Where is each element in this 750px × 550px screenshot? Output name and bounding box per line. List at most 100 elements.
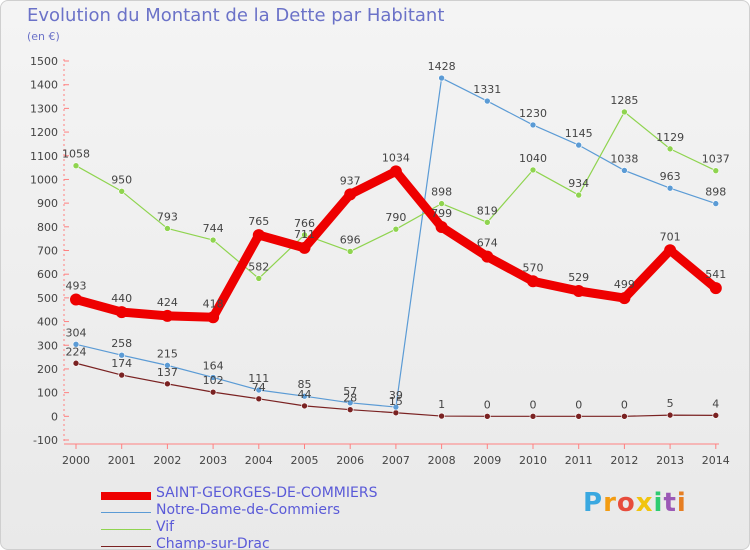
series-point-0 — [435, 221, 448, 234]
data-label-3: 0 — [621, 398, 628, 411]
series-point-1 — [483, 97, 491, 105]
x-tick-label: 2004 — [245, 454, 273, 467]
data-label-2: 819 — [477, 204, 498, 217]
data-label-2: 696 — [340, 233, 361, 246]
data-label-3: 15 — [389, 395, 403, 408]
data-label-3: 44 — [298, 388, 312, 401]
data-label-1: 1145 — [565, 127, 593, 140]
series-point-0 — [344, 188, 357, 201]
series-point-2 — [621, 108, 628, 116]
x-tick-label: 2002 — [153, 454, 181, 467]
series-point-3 — [575, 413, 583, 420]
data-label-2: 1058 — [62, 148, 90, 161]
series-point-2 — [301, 231, 308, 239]
data-label-3: 224 — [66, 345, 87, 358]
data-label-3: 0 — [575, 398, 582, 411]
brand-logo: Proxiti — [583, 488, 687, 518]
legend-item-notre-dame: Notre-Dame-de-Commiers — [101, 502, 521, 522]
y-tick-label: 800 — [37, 221, 58, 234]
series-point-2 — [529, 166, 537, 174]
series-point-2 — [346, 248, 354, 255]
series-point-3 — [392, 409, 400, 417]
series-point-0 — [115, 306, 128, 319]
y-tick-label: 1300 — [30, 102, 58, 115]
series-point-0 — [252, 229, 265, 242]
y-tick-label: 500 — [37, 292, 58, 305]
series-point-0 — [481, 250, 494, 263]
data-label-3: 28 — [343, 392, 357, 405]
data-label-2: 744 — [203, 222, 224, 235]
data-label-1: 258 — [111, 337, 132, 350]
series-point-0 — [618, 292, 631, 305]
data-label-0: 418 — [203, 297, 224, 310]
series-point-3 — [301, 402, 308, 410]
series-point-2 — [392, 225, 400, 233]
data-label-2: 766 — [294, 217, 315, 230]
data-label-2: 1285 — [610, 94, 638, 107]
series-point-3 — [346, 406, 354, 413]
legend-label-champ-sur-drac: Champ-sur-Drac — [156, 536, 270, 550]
data-label-0: 765 — [248, 215, 269, 228]
data-label-0: 570 — [523, 261, 544, 274]
y-tick-label: 900 — [37, 197, 58, 210]
series-point-1 — [72, 341, 80, 348]
series-point-2 — [164, 225, 171, 232]
legend-swatch-notre-dame — [101, 512, 151, 513]
legend-label-vif: Vif — [156, 519, 175, 535]
series-point-2 — [666, 145, 674, 153]
y-tick-label: 1100 — [30, 150, 58, 163]
data-label-3: 0 — [530, 398, 537, 411]
x-tick-label: 2000 — [62, 454, 90, 467]
series-point-1 — [164, 362, 171, 369]
brand-letter: x — [635, 488, 654, 518]
series-point-3 — [255, 395, 263, 403]
series-point-1 — [529, 121, 537, 129]
x-tick-label: 2013 — [656, 454, 684, 467]
y-tick-label: 1400 — [30, 79, 58, 92]
data-label-0: 493 — [66, 280, 87, 293]
series-point-1 — [346, 399, 354, 407]
data-label-0: 1034 — [382, 151, 410, 164]
x-tick-label: 2007 — [382, 454, 410, 467]
data-label-1: 1230 — [519, 107, 547, 120]
y-tick-label: 1000 — [30, 173, 58, 186]
series-point-0 — [572, 285, 585, 298]
data-label-2: 1037 — [702, 153, 730, 166]
x-tick-label: 2011 — [565, 454, 593, 467]
data-label-2: 1129 — [656, 131, 684, 144]
data-label-1: 215 — [157, 347, 178, 360]
brand-letter: o — [616, 488, 636, 518]
series-point-3 — [72, 359, 80, 367]
series-point-2 — [118, 187, 125, 195]
y-tick-label: 700 — [37, 245, 58, 258]
data-label-3: 5 — [667, 397, 674, 410]
legend-label-notre-dame: Notre-Dame-de-Commiers — [156, 502, 341, 518]
series-point-0 — [161, 309, 174, 322]
data-label-3: 174 — [111, 357, 132, 370]
brand-letter: i — [653, 488, 664, 518]
series-point-0 — [70, 293, 82, 306]
x-tick-label: 2014 — [702, 454, 730, 467]
y-tick-label: 200 — [37, 363, 58, 376]
data-label-3: 74 — [252, 381, 266, 394]
data-label-2: 950 — [111, 173, 132, 186]
series-point-3 — [621, 413, 628, 420]
series-point-3 — [209, 388, 217, 396]
brand-letter: r — [603, 488, 617, 518]
series-point-2 — [72, 162, 80, 169]
series-line-2 — [75, 111, 717, 280]
data-label-2: 793 — [157, 210, 178, 223]
series-point-2 — [575, 191, 583, 199]
series-point-0 — [709, 282, 722, 295]
series-point-3 — [666, 411, 674, 419]
series-point-1 — [392, 403, 400, 411]
x-tick-label: 2008 — [428, 454, 456, 467]
data-label-1: 898 — [705, 186, 726, 199]
series-point-3 — [712, 412, 720, 419]
legend-item-saint-georges: SAINT-GEORGES-DE-COMMIERS — [101, 485, 521, 505]
data-label-3: 137 — [157, 366, 178, 379]
data-label-3: 102 — [203, 374, 224, 387]
x-tick-label: 2006 — [336, 454, 364, 467]
series-point-0 — [389, 165, 402, 178]
